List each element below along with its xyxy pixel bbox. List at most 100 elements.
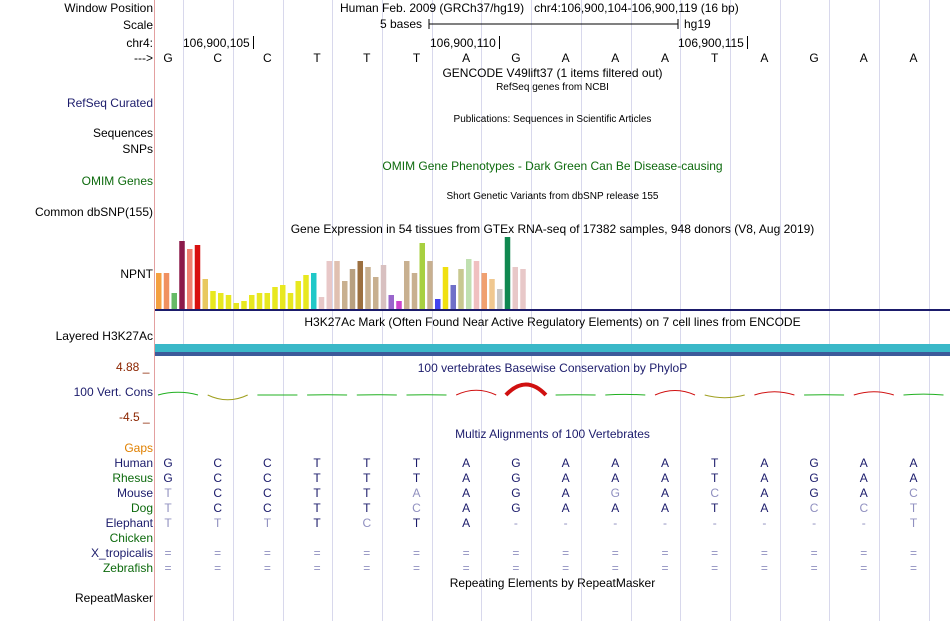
gtex-tissue-bar[interactable] (489, 279, 495, 309)
gaps-label[interactable]: Gaps (124, 441, 153, 455)
species-label[interactable]: X_tropicalis (90, 546, 153, 560)
species-base: - (762, 516, 767, 530)
gtex-tissue-bar[interactable] (458, 269, 464, 309)
gtex-tissue-bar[interactable] (326, 261, 333, 309)
gtex-expression-chart[interactable] (155, 236, 950, 310)
gtex-tissue-bar[interactable] (380, 265, 387, 309)
gtex-tissue-bar[interactable] (497, 289, 503, 309)
gtex-tissue-bar[interactable] (396, 301, 402, 309)
layered-h3k27ac-label[interactable]: Layered H3K27Ac (55, 329, 153, 343)
gtex-tissue-bar[interactable] (272, 287, 278, 309)
gtex-tissue-bar[interactable] (318, 297, 325, 309)
gtex-gene-label[interactable]: NPNT (120, 267, 153, 281)
gtex-tissue-bar[interactable] (334, 261, 340, 309)
h3k27ac-track-title[interactable]: H3K27Ac Mark (Often Found Near Active Re… (304, 315, 801, 329)
phylop-track-title[interactable]: 100 vertebrates Basewise Conservation by… (417, 361, 688, 375)
gtex-tissue-bar[interactable] (442, 267, 449, 309)
h3k27ac-signal-base (155, 352, 950, 356)
species-label[interactable]: Elephant (105, 516, 153, 530)
omim-track-title[interactable]: OMIM Gene Phenotypes - Dark Green Can Be… (382, 159, 723, 173)
window-position-label: Window Position (64, 1, 153, 15)
gtex-tissue-bar[interactable] (419, 243, 426, 309)
gtex-tissue-bar[interactable] (349, 269, 356, 309)
gtex-tissue-bar[interactable] (256, 293, 263, 309)
scale-text: 5 bases (380, 17, 423, 31)
species-label[interactable]: Dog (130, 501, 153, 515)
species-base: A (611, 471, 620, 485)
gtex-baseline (155, 309, 950, 311)
gtex-tissue-bar[interactable] (202, 279, 209, 309)
refseq-curated-label[interactable]: RefSeq Curated (66, 96, 153, 110)
species-base: A (760, 486, 769, 500)
species-base: T (711, 471, 719, 485)
species-base: = (363, 546, 371, 560)
gtex-tissue-bar[interactable] (504, 237, 511, 309)
gtex-tissue-bar[interactable] (156, 273, 162, 309)
species-base: A (561, 501, 570, 515)
gtex-tissue-bar[interactable] (225, 295, 232, 309)
gtex-tissue-bar[interactable] (342, 281, 348, 309)
multiz-track-title[interactable]: Multiz Alignments of 100 Vertebrates (455, 427, 650, 441)
assembly-name: Human Feb. 2009 (GRCh37/hg19) (340, 1, 525, 15)
gtex-tissue-bar[interactable] (311, 273, 317, 309)
gtex-tissue-bar[interactable] (303, 275, 309, 309)
gtex-tissue-bar[interactable] (404, 261, 410, 309)
species-base: T (412, 471, 421, 485)
species-base: - (513, 516, 518, 530)
gtex-tissue-bar[interactable] (210, 291, 216, 309)
species-label[interactable]: Rhesus (112, 471, 153, 485)
species-label[interactable]: Chicken (109, 531, 153, 545)
refseq-track-title[interactable]: RefSeq genes from NCBI (496, 82, 609, 93)
gtex-tissue-bar[interactable] (194, 245, 201, 309)
gencode-track-title[interactable]: GENCODE V49lift37 (1 items filtered out) (442, 66, 663, 80)
gtex-tissue-bar[interactable] (287, 293, 294, 309)
phylop-track-label[interactable]: 100 Vert. Cons (73, 385, 153, 399)
gtex-tissue-bar[interactable] (365, 267, 371, 309)
gtex-tissue-bar[interactable] (427, 261, 433, 309)
snps-label[interactable]: SNPs (122, 142, 153, 156)
gtex-tissue-bar[interactable] (512, 267, 519, 309)
phylop-score-mark (504, 382, 548, 397)
gtex-tissue-bar[interactable] (466, 259, 472, 309)
species-base: = (860, 561, 868, 575)
species-base: T (711, 501, 719, 515)
repeatmasker-label[interactable]: RepeatMasker (74, 591, 153, 605)
gtex-track-title[interactable]: Gene Expression in 54 tissues from GTEx … (290, 222, 815, 236)
scale-label: Scale (122, 18, 153, 32)
gtex-tissue-bar[interactable] (249, 295, 255, 309)
species-base: C (263, 501, 272, 515)
gtex-tissue-bar[interactable] (233, 303, 240, 309)
repeatmasker-track-title[interactable]: Repeating Elements by RepeatMasker (449, 576, 656, 590)
gtex-tissue-bar[interactable] (179, 241, 185, 309)
species-label[interactable]: Human (114, 456, 153, 470)
omim-genes-label[interactable]: OMIM Genes (81, 174, 153, 188)
species-base: G (163, 456, 173, 470)
gtex-tissue-bar[interactable] (264, 293, 271, 309)
gtex-tissue-bar[interactable] (481, 273, 488, 309)
gtex-tissue-bar[interactable] (280, 285, 286, 309)
gtex-tissue-bar[interactable] (473, 261, 480, 309)
publications-track-title[interactable]: Publications: Sequences in Scientific Ar… (453, 114, 652, 125)
gtex-tissue-bar[interactable] (171, 293, 178, 309)
gtex-tissue-bar[interactable] (411, 273, 418, 309)
gtex-tissue-bar[interactable] (218, 293, 224, 309)
gtex-tissue-bar[interactable] (520, 269, 526, 309)
gtex-tissue-bar[interactable] (373, 277, 379, 309)
gtex-tissue-bar[interactable] (187, 249, 193, 309)
gtex-tissue-bar[interactable] (163, 273, 170, 309)
species-base: C (412, 501, 421, 515)
sequences-label[interactable]: Sequences (92, 126, 153, 140)
species-label[interactable]: Mouse (116, 486, 153, 500)
species-label[interactable]: Zebrafish (102, 561, 153, 575)
dbsnp-track-title[interactable]: Short Genetic Variants from dbSNP releas… (446, 191, 659, 202)
gtex-tissue-bar[interactable] (450, 285, 457, 309)
species-base: = (810, 561, 818, 575)
gtex-tissue-bar[interactable] (357, 261, 364, 309)
species-base: C (710, 486, 720, 500)
gtex-tissue-bar[interactable] (241, 301, 247, 309)
common-dbsnp-label[interactable]: Common dbSNP(155) (34, 205, 153, 219)
gtex-tissue-bar[interactable] (435, 299, 441, 309)
phylop-conservation-plot[interactable] (155, 380, 950, 410)
gtex-tissue-bar[interactable] (388, 295, 395, 309)
gtex-tissue-bar[interactable] (295, 281, 302, 309)
